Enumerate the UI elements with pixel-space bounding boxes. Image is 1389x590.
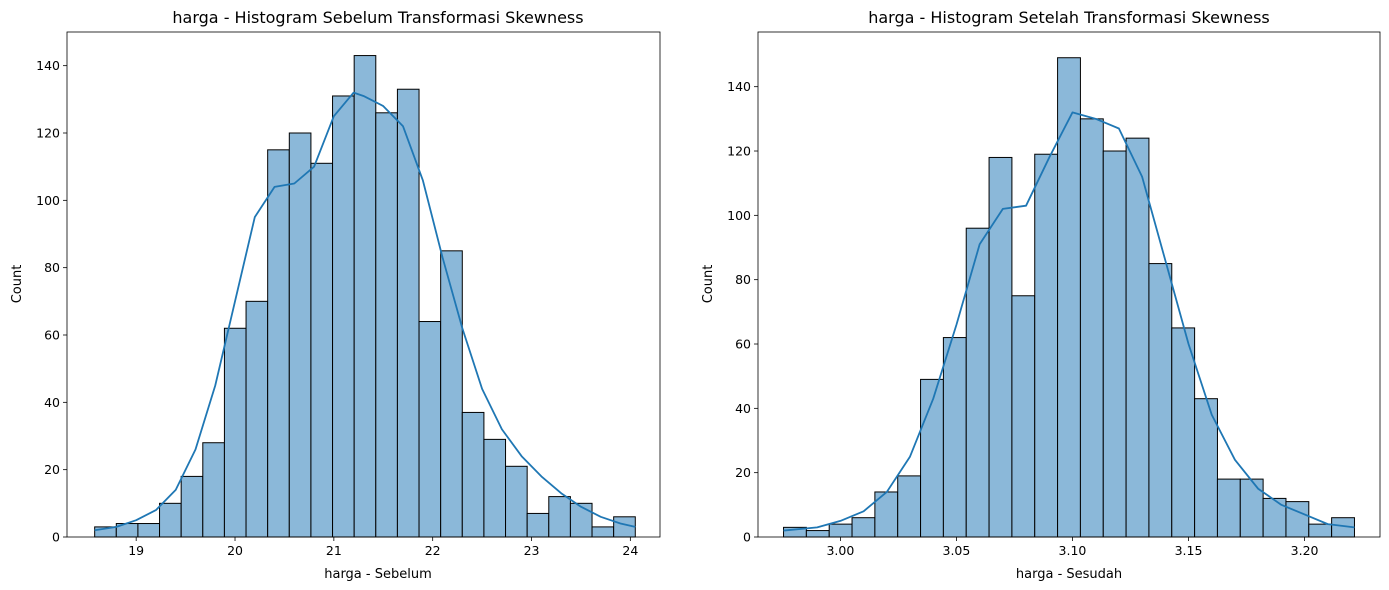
x-tick-label: 22 xyxy=(425,543,441,558)
y-tick-label: 140 xyxy=(36,58,60,73)
x-axis-ticks: 3.00 3.05 3.10 3.15 3.20 xyxy=(826,537,1319,558)
histogram-before-panel: harga - Histogram Sebelum Transformasi S… xyxy=(10,8,661,582)
histogram-bar xyxy=(591,526,615,538)
y-tick-label: 140 xyxy=(727,79,751,94)
histogram-bar xyxy=(828,523,853,538)
y-tick-label: 80 xyxy=(735,272,751,287)
histogram-bar xyxy=(851,517,876,538)
y-tick-label: 20 xyxy=(735,465,751,480)
y-tick-label: 60 xyxy=(44,328,60,343)
histogram-bar xyxy=(159,502,182,538)
histogram-bar xyxy=(1011,295,1036,538)
histogram-bar xyxy=(1171,327,1196,538)
x-tick-label: 24 xyxy=(622,543,638,558)
histogram-bar xyxy=(353,55,377,538)
bars-group xyxy=(783,57,1355,538)
histogram-bar xyxy=(223,327,247,538)
x-tick-label: 3.15 xyxy=(1175,543,1203,558)
histogram-bar xyxy=(180,475,204,538)
histogram-after-panel: harga - Histogram Setelah Transformasi S… xyxy=(701,8,1381,582)
chart-title: harga - Histogram Sebelum Transformasi S… xyxy=(172,8,583,27)
y-tick-label: 0 xyxy=(52,530,60,545)
histogram-bar xyxy=(1034,153,1059,538)
y-axis-ticks: 0 20 40 60 80 100 120 140 xyxy=(727,79,758,545)
histogram-bar xyxy=(1057,57,1081,538)
histogram-bar xyxy=(202,442,225,538)
x-axis-label: harga - Sebelum xyxy=(324,567,432,582)
histogram-bar xyxy=(288,132,312,538)
plot-frame xyxy=(757,31,1381,538)
x-tick-label: 19 xyxy=(128,543,144,558)
histogram-bar xyxy=(1102,150,1127,538)
histogram-bar xyxy=(548,496,571,538)
x-tick-label: 20 xyxy=(227,543,243,558)
histogram-bar xyxy=(988,156,1013,538)
chart-title: harga - Histogram Setelah Transformasi S… xyxy=(868,8,1270,27)
histogram-bar xyxy=(897,475,922,538)
x-tick-label: 3.00 xyxy=(826,543,854,558)
y-tick-label: 20 xyxy=(44,462,60,477)
histogram-bar xyxy=(396,88,420,538)
histogram-bar xyxy=(1308,523,1333,538)
histogram-bar xyxy=(1079,118,1104,538)
y-axis-label: Count xyxy=(701,265,716,304)
histogram-bar xyxy=(461,411,485,538)
histogram-bar xyxy=(526,512,550,538)
histogram-bar xyxy=(418,321,442,538)
histogram-bar xyxy=(942,337,967,538)
histogram-bar xyxy=(440,250,463,538)
histogram-bar xyxy=(569,502,593,538)
x-axis-label: harga - Sesudah xyxy=(1016,567,1122,582)
histogram-bar xyxy=(965,227,990,538)
histogram-bar xyxy=(137,523,161,538)
histogram-bar xyxy=(805,530,830,538)
x-tick-label: 3.05 xyxy=(943,543,971,558)
histogram-bar xyxy=(1148,263,1173,538)
histogram-bar xyxy=(332,95,355,538)
kde-line xyxy=(783,111,1355,532)
histogram-bar xyxy=(1239,478,1264,538)
y-tick-label: 40 xyxy=(735,401,751,416)
x-axis-ticks: 19 20 21 22 23 24 xyxy=(128,537,638,558)
plot-frame xyxy=(66,31,661,538)
x-tick-label: 3.10 xyxy=(1059,543,1087,558)
x-tick-label: 21 xyxy=(326,543,342,558)
histogram-bar xyxy=(1262,497,1287,538)
histogram-bar xyxy=(1285,501,1310,538)
histogram-bar xyxy=(245,300,269,538)
bars-group xyxy=(94,55,636,538)
y-tick-label: 100 xyxy=(727,208,751,223)
histogram-bar xyxy=(483,438,507,538)
x-tick-label: 23 xyxy=(524,543,540,558)
histogram-bar xyxy=(1216,478,1241,538)
histogram-bar xyxy=(267,149,290,538)
histogram-bar xyxy=(1125,137,1150,538)
y-tick-label: 80 xyxy=(44,260,60,275)
y-tick-label: 0 xyxy=(743,530,751,545)
histogram-bar xyxy=(375,112,398,538)
y-tick-label: 120 xyxy=(727,144,751,159)
y-axis-label: Count xyxy=(10,265,25,304)
y-tick-label: 100 xyxy=(36,193,60,208)
histogram-bar xyxy=(505,465,528,538)
histogram-bar xyxy=(310,162,334,538)
y-tick-label: 60 xyxy=(735,337,751,352)
y-tick-label: 40 xyxy=(44,395,60,410)
y-tick-label: 120 xyxy=(36,126,60,141)
x-tick-label: 3.20 xyxy=(1291,543,1319,558)
kde-line xyxy=(94,91,636,532)
y-axis-ticks: 0 20 40 60 80 100 120 140 xyxy=(36,58,67,545)
